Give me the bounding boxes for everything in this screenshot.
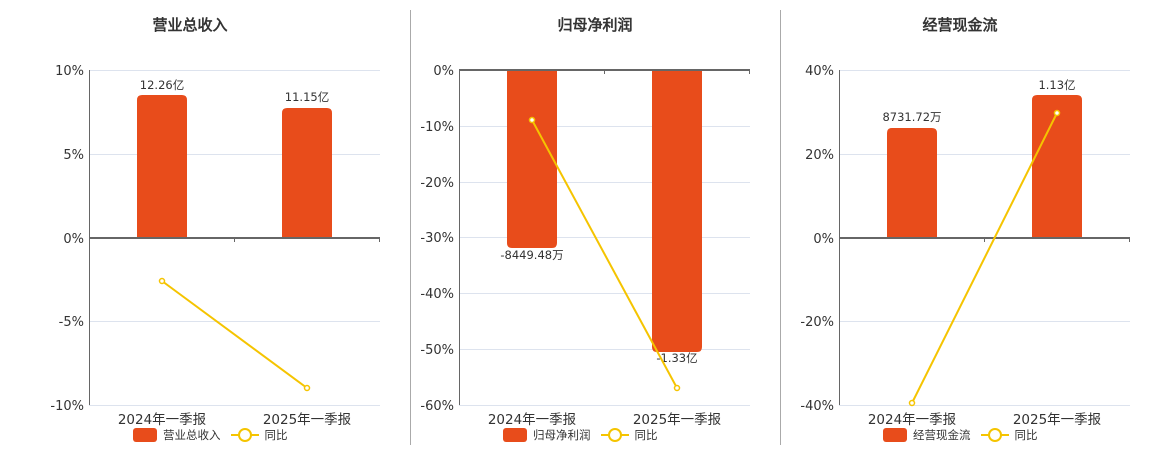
y-tick-label: 40% (805, 64, 834, 79)
y-tick-label: -10% (420, 120, 454, 135)
bar-2024q1[interactable] (507, 70, 557, 248)
yoy-point[interactable] (908, 399, 916, 407)
panel-divider (410, 10, 411, 445)
y-tick-label: -40% (800, 399, 834, 414)
chart-title: 经营现金流 (922, 16, 998, 34)
y-tick-label: -40% (420, 287, 454, 302)
x-category-label: 2025年一季报 (1013, 412, 1101, 428)
yoy-point[interactable] (303, 384, 311, 392)
bar-value-label: -8449.48万 (500, 248, 563, 262)
bar-value-label: 11.15亿 (285, 90, 329, 104)
bar-value-label: -1.33亿 (656, 351, 697, 365)
legend-line-icon[interactable] (980, 428, 1009, 442)
yoy-line (531, 119, 678, 389)
yoy-line (161, 280, 308, 389)
yoy-point[interactable] (673, 384, 681, 392)
legend-line-icon[interactable] (600, 428, 629, 442)
y-tick-label: -20% (800, 315, 834, 330)
legend-line-icon[interactable] (230, 428, 259, 442)
yoy-point[interactable] (1053, 109, 1061, 117)
y-tick-label: -20% (420, 176, 454, 191)
legend-yoy-label[interactable]: 同比 (1014, 428, 1038, 442)
x-category-label: 2025年一季报 (633, 412, 721, 428)
legend-bar-label[interactable]: 营业总收入 (163, 428, 221, 442)
bar-2025q1[interactable] (282, 108, 332, 238)
y-tick-label: 0% (63, 232, 84, 247)
panel-divider (780, 10, 781, 445)
legend-bar-label[interactable]: 归母净利润 (533, 428, 591, 442)
x-category-label: 2024年一季报 (868, 412, 956, 428)
legend-yoy-label[interactable]: 同比 (634, 428, 658, 442)
legend-bar-label[interactable]: 经营现金流 (913, 428, 971, 442)
legend-bar-swatch[interactable] (883, 428, 907, 442)
bar-2024q1[interactable] (137, 95, 187, 238)
y-tick-label: 10% (55, 64, 84, 79)
x-category-label: 2025年一季报 (263, 412, 351, 428)
y-tick-label: -10% (50, 399, 84, 414)
legend-bar-swatch[interactable] (133, 428, 157, 442)
chart-title: 营业总收入 (152, 16, 228, 34)
y-tick-label: -60% (420, 399, 454, 414)
y-tick-label: 0% (813, 232, 834, 247)
chart-title: 归母净利润 (557, 16, 633, 34)
legend-yoy-label[interactable]: 同比 (264, 428, 288, 442)
bar-value-label: 12.26亿 (140, 78, 184, 92)
y-tick-label: -5% (59, 315, 84, 330)
bar-2024q1[interactable] (887, 128, 937, 238)
bar-value-label: 1.13亿 (1038, 78, 1075, 92)
bar-value-label: 8731.72万 (882, 110, 941, 124)
y-tick-label: -30% (420, 231, 454, 246)
y-tick-label: -50% (420, 343, 454, 358)
x-category-label: 2024年一季报 (488, 412, 576, 428)
bar-2025q1[interactable] (1032, 95, 1082, 238)
yoy-point[interactable] (158, 277, 166, 285)
revenue-plot: 10% 5% 0% -5% -10% 12.26亿 11.15亿 2024年一季… (50, 64, 380, 428)
legend-bar-swatch[interactable] (503, 428, 527, 442)
legend: 归母净利润 同比 (503, 427, 658, 443)
y-tick-label: 5% (63, 148, 84, 163)
bar-2025q1[interactable] (652, 70, 702, 352)
x-category-label: 2024年一季报 (118, 412, 206, 428)
yoy-point[interactable] (528, 116, 536, 124)
legend: 营业总收入 同比 (133, 427, 288, 443)
chart-revenue: 营业总收入 10% 5% 0% -5% -10% 12.26亿 11.15亿 2… (0, 0, 400, 450)
yoy-line (911, 112, 1058, 404)
legend: 经营现金流 同比 (883, 427, 1038, 443)
y-tick-label: 0% (433, 64, 454, 79)
y-tick-label: 20% (805, 148, 834, 163)
